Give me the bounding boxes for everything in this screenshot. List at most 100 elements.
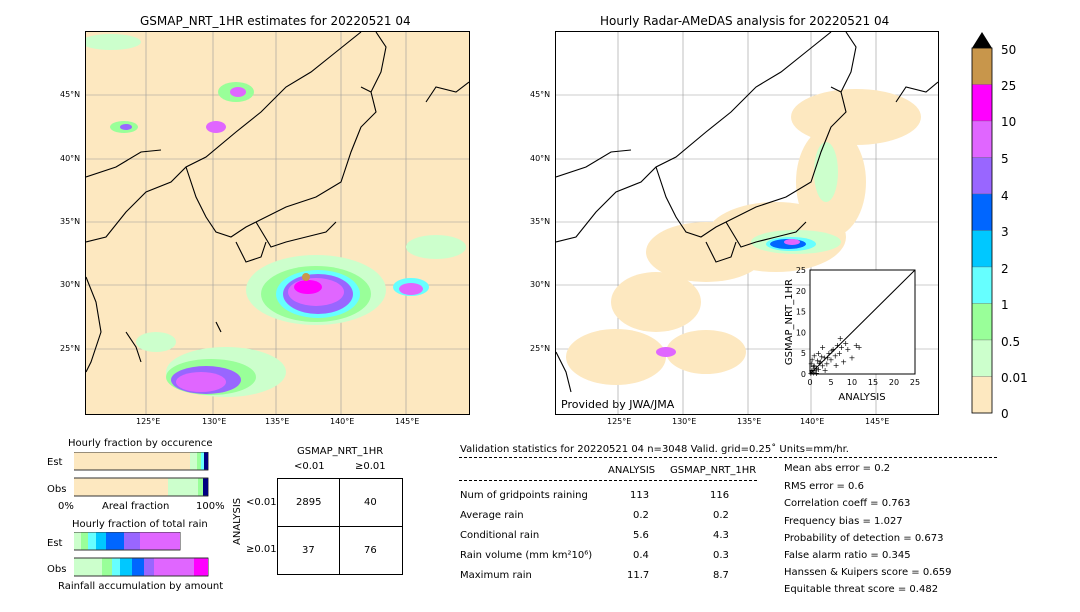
scatter-xtick: 10 (847, 378, 857, 387)
scatter-point: + (838, 343, 845, 352)
scatter-point: + (824, 353, 831, 362)
scatter-point: + (818, 353, 825, 362)
scatter-point: + (819, 343, 826, 352)
validation-row-analysis: 11.7 (627, 570, 650, 581)
colorbar-swatch (971, 84, 993, 122)
validation-row-gsmap: 116 (710, 490, 730, 501)
right-lat-label: 30°N (530, 280, 551, 289)
validation-row-label: Maximum rain (460, 570, 532, 581)
validation-score: Frequency bias = 1.027 (784, 516, 903, 527)
scatter-ytick: 25 (796, 266, 806, 275)
validation-row-label: Conditional rain (460, 530, 540, 541)
validation-row-label: Average rain (460, 510, 524, 521)
total-footer: Rainfall accumulation by amount (58, 581, 224, 592)
scatter-point: + (809, 355, 816, 364)
left-lat-label: 35°N (60, 217, 81, 226)
scatter-xtick: 20 (889, 378, 899, 387)
left-map-rain (86, 34, 466, 397)
scatter-point: + (811, 362, 818, 371)
scatter-point: + (856, 343, 863, 352)
total-row-est: Est (47, 538, 63, 549)
validation-row-gsmap: 0.3 (713, 550, 729, 561)
scatter-xtick: 15 (868, 378, 878, 387)
colorbar-label: 2 (1001, 262, 1009, 276)
validation-row-label: Rain volume (mm km²10⁶) (460, 550, 593, 561)
right-lat-label: 40°N (530, 154, 551, 163)
left-lat-label: 25°N (60, 344, 81, 353)
validation-score: Equitable threat score = 0.482 (784, 584, 939, 595)
left-lon-label: 135°E (265, 417, 290, 426)
scatter-xlabel: ANALYSIS (838, 392, 885, 402)
scatter-point: + (842, 339, 849, 348)
validation-row-analysis: 0.2 (633, 510, 649, 521)
validation-score: RMS error = 0.6 (784, 481, 864, 492)
validation-row-label: Num of gridpoints raining (460, 490, 588, 501)
scatter-point: + (821, 353, 828, 362)
colorbar-label: 0.01 (1001, 371, 1028, 385)
scatter-point: + (823, 360, 830, 369)
left-map-title: GSMAP_NRT_1HR estimates for 20220521 04 (140, 14, 411, 28)
right-map-rain (656, 142, 841, 357)
contingency-row-axis: ANALYSIS (232, 497, 243, 545)
colorbar-swatch (971, 339, 993, 377)
scatter-point: + (815, 365, 822, 374)
contingency-row-header: ≥0.01 (246, 544, 277, 555)
validation-row-gsmap: 4.3 (713, 530, 729, 541)
validation-row-analysis: 5.6 (633, 530, 649, 541)
contingency-table: 2895 40 37 76 (277, 478, 403, 575)
occurrence-title: Hourly fraction by occurence (68, 438, 213, 449)
colorbar-swatch (971, 376, 993, 414)
contingency-row-header: <0.01 (246, 497, 277, 508)
occurrence-obs-segment (74, 478, 168, 496)
scatter-diagonal (809, 269, 916, 375)
left-lat-label: 30°N (60, 280, 81, 289)
scatter-point: + (840, 358, 847, 367)
scatter-xtick: 5 (828, 378, 833, 387)
right-lon-label: 145°E (865, 417, 890, 426)
right-lat-label: 35°N (530, 217, 551, 226)
right-map-title: Hourly Radar-AMeDAS analysis for 2022052… (600, 14, 890, 28)
colorbar-label: 0 (1001, 407, 1009, 421)
validation-row-gsmap: 8.7 (713, 570, 729, 581)
colorbar-swatch (971, 157, 993, 195)
scatter-point: + (834, 341, 841, 350)
occurrence-row-est: Est (47, 457, 63, 468)
scatter-point: + (812, 367, 819, 376)
left-lon-label: 125°E (136, 417, 161, 426)
scatter-point: + (819, 362, 826, 371)
scatter-point: + (813, 369, 820, 378)
scatter-point: + (817, 358, 824, 367)
colorbar-label: 0.5 (1001, 335, 1021, 349)
contingency-cell: 2895 (296, 497, 322, 508)
scatter-xtick: 25 (910, 378, 920, 387)
left-lat-label: 40°N (60, 154, 81, 163)
occurrence-axis-mid: Areal fraction (102, 501, 170, 512)
contingency-col-header: <0.01 (294, 461, 325, 472)
occurrence-bars (74, 452, 209, 497)
right-lon-label: 135°E (737, 417, 762, 426)
scatter-ytick: 5 (801, 349, 806, 358)
validation-col-gsmap: GSMAP_NRT_1HR (670, 465, 757, 476)
left-map (85, 31, 470, 415)
scatter-point: + (832, 351, 839, 360)
colorbar-label: 25 (1001, 79, 1017, 93)
occurrence-row-obs: Obs (47, 484, 67, 495)
contingency-col-header: ≥0.01 (355, 461, 386, 472)
colorbar-label: 1 (1001, 298, 1009, 312)
scatter-point: + (828, 347, 835, 356)
left-lon-label: 130°E (202, 417, 227, 426)
colorbar-swatch (971, 303, 993, 341)
scatter-point: + (836, 349, 843, 358)
scatter-ytick: 20 (796, 287, 806, 296)
colorbar-label: 50 (1001, 43, 1017, 57)
occurrence-est-segment (74, 452, 190, 470)
scatter-point: + (837, 334, 844, 343)
scatter-point: + (813, 364, 820, 373)
scatter-point: + (815, 349, 822, 358)
scatter-ytick: 0 (801, 370, 806, 379)
scatter-point: + (853, 341, 860, 350)
right-map-coastline (556, 32, 938, 393)
validation-divider (459, 457, 997, 458)
colorbar-border (971, 47, 993, 414)
